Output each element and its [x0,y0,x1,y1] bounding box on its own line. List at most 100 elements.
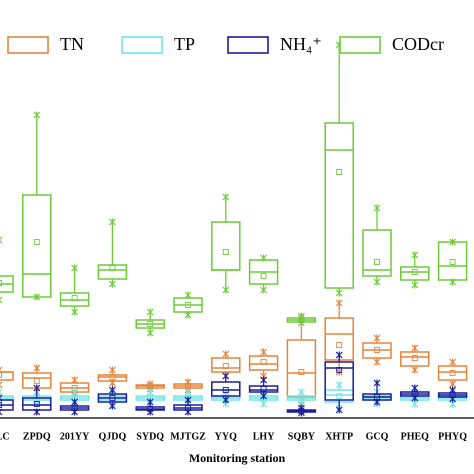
mean-marker [298,408,305,414]
max-marker [449,358,457,366]
mean-marker [449,370,456,376]
legend-label: CODcr [392,34,444,54]
min-marker [71,308,79,316]
box [211,357,241,373]
min-marker [108,402,116,410]
max-marker [222,350,230,358]
box [0,371,14,381]
mean-marker [109,395,116,401]
max-marker [222,193,230,201]
min-marker [222,286,230,294]
max-marker [373,334,381,342]
mean-marker [260,273,267,279]
legend-swatch [7,36,49,54]
min-marker [0,400,3,408]
box [97,264,128,280]
max-marker [0,388,3,396]
mean-marker [33,378,40,384]
mean-marker [185,302,191,308]
box [211,381,241,397]
mean-marker [411,269,418,275]
mean-marker [109,374,116,380]
mean-marker [260,386,267,392]
min-marker [0,296,3,304]
mean-marker [298,317,305,323]
x-tick-label: SQBY [288,431,316,442]
x-tick-label: PHYQ [438,431,467,442]
mean-marker [33,239,40,245]
x-tick-label: 201YY [60,431,90,442]
max-marker [71,264,79,272]
mean-marker [298,369,305,375]
mean-marker [0,395,2,401]
min-marker [260,286,268,294]
mean-marker [449,259,456,265]
max-marker [411,344,419,352]
x-tick-label: XHTP [325,431,353,442]
x-tick-label: CLC [0,431,10,442]
x-tick-label: GCQ [366,431,389,442]
max-marker [108,386,116,394]
min-marker [108,280,116,288]
max-marker [373,204,381,212]
box [248,355,279,371]
mean-marker [411,355,418,361]
min-marker [222,396,230,404]
mean-marker [185,405,191,411]
max-marker [71,388,79,396]
legend-swatch [227,36,269,54]
min-marker [260,400,268,408]
box [22,397,52,411]
mean-marker [71,405,78,411]
mean-marker [374,347,380,353]
mean-marker [336,169,343,175]
min-marker [449,380,457,388]
mean-marker [0,280,2,286]
max-marker [335,381,343,389]
max-marker [146,308,154,316]
max-marker [411,251,419,259]
min-marker [0,381,3,389]
max-marker [222,372,230,380]
mean-marker [374,394,380,400]
mean-marker [147,321,154,327]
mean-marker [260,359,267,365]
min-marker [260,392,268,400]
mean-marker [374,259,380,265]
max-marker [108,218,116,226]
max-marker [146,388,154,396]
max-marker [33,111,41,119]
box [437,241,468,281]
box [211,221,241,271]
box [400,266,430,281]
mean-marker [71,295,78,301]
legend-label: TP [174,34,195,54]
mean-marker [0,372,2,378]
box [248,385,279,393]
legend-label: TN [60,34,84,54]
x-tick-label: MJTGZ [170,431,206,442]
max-marker [184,396,192,404]
max-marker [335,299,343,307]
mean-marker [222,363,229,369]
min-marker [335,289,343,297]
box [437,365,468,381]
max-marker [335,351,343,359]
max-marker [260,376,268,384]
x-tick-label: PHEQ [401,431,430,442]
mean-marker [222,387,229,393]
x-tick-label: ZPDQ [23,431,51,442]
legend-swatch [121,36,163,54]
min-marker [411,400,419,408]
max-marker [411,384,419,392]
box [400,351,430,367]
min-marker [335,406,343,414]
mean-marker [0,402,2,408]
mean-marker [336,393,343,399]
mean-marker [411,391,418,397]
max-marker [260,348,268,356]
mean-marker [222,249,229,255]
box [324,122,354,289]
max-marker [146,398,154,406]
